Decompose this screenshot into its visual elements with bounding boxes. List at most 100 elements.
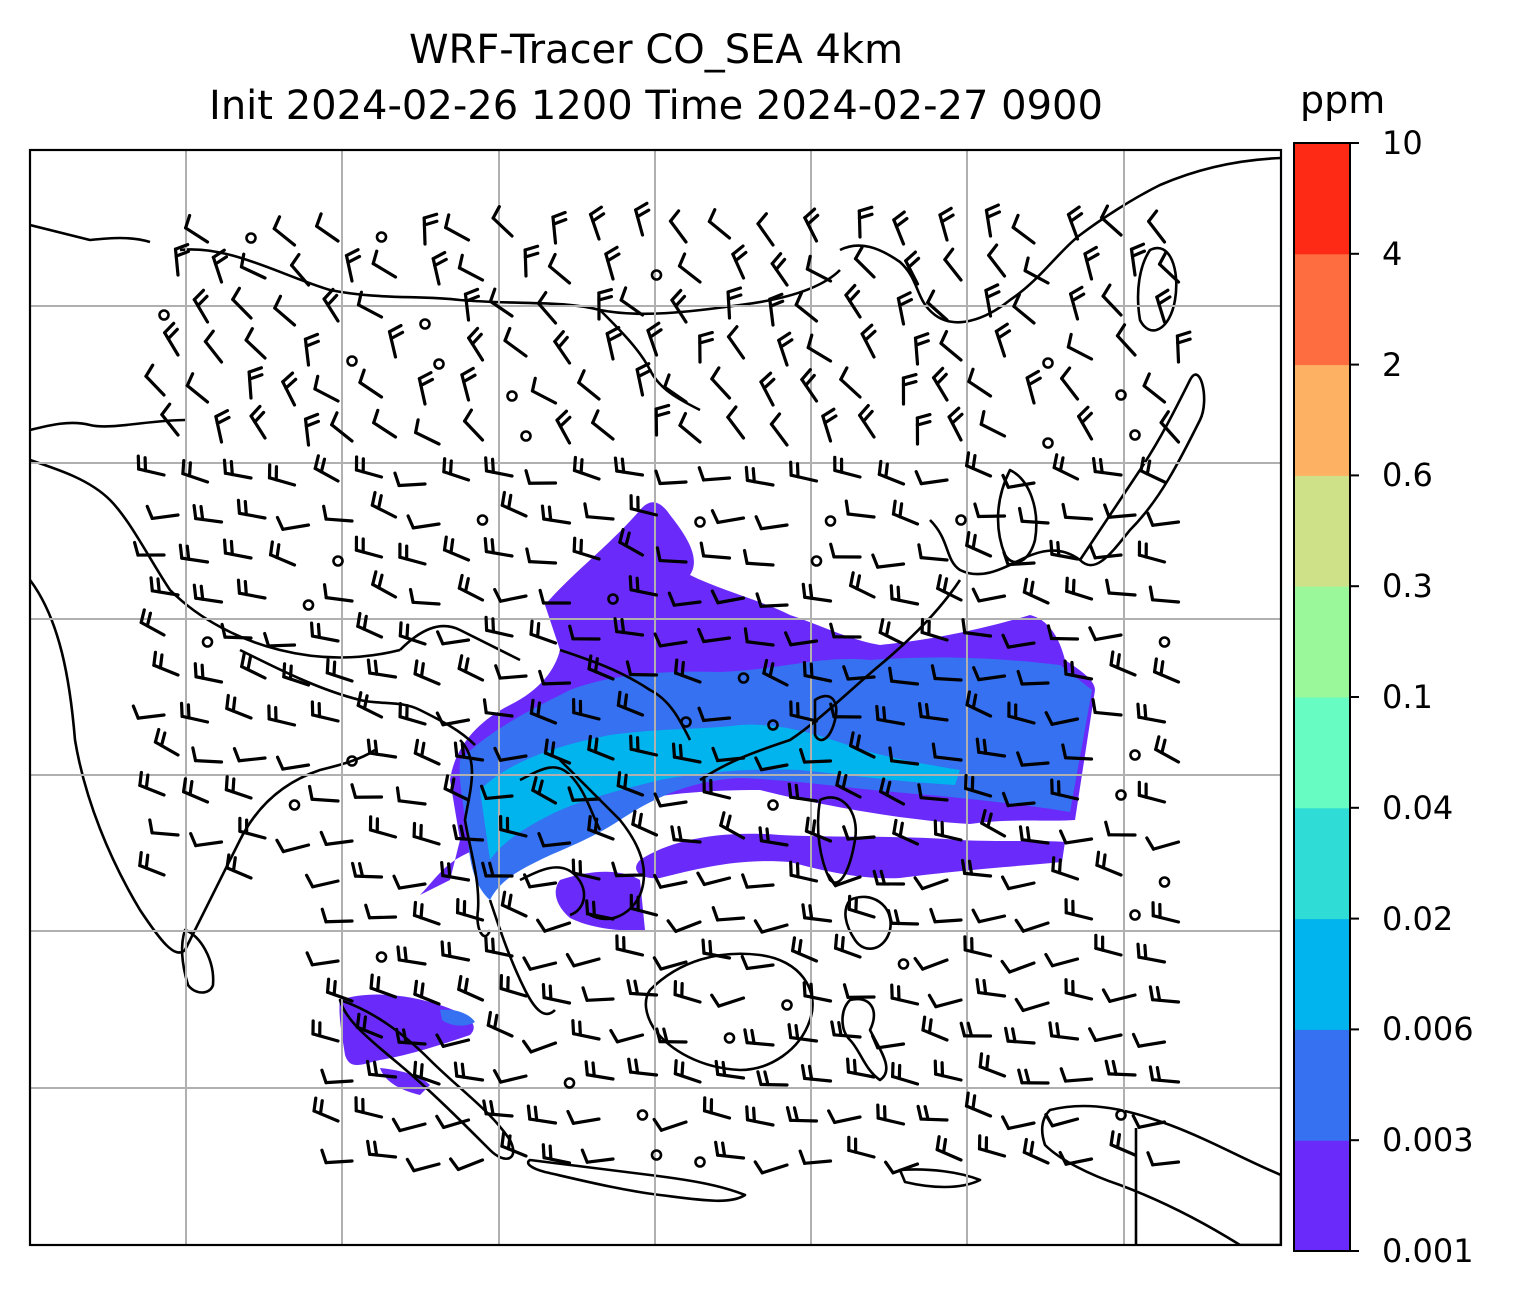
wind-barb-shaft bbox=[498, 674, 528, 680]
wind-barb-shaft bbox=[1107, 1072, 1137, 1077]
wind-barb bbox=[871, 553, 906, 569]
wind-barb-flag bbox=[538, 669, 546, 686]
wind-barb-flag bbox=[677, 252, 687, 268]
coastlines bbox=[30, 156, 1281, 1245]
wind-barb bbox=[413, 979, 441, 1006]
colorbar-tick-label: 2 bbox=[1382, 345, 1403, 384]
wind-barb bbox=[406, 514, 441, 530]
wind-barb bbox=[444, 213, 471, 242]
wind-barb-flag bbox=[393, 471, 401, 488]
wind-barb bbox=[203, 329, 224, 364]
japan-honshu bbox=[1078, 373, 1206, 567]
wind-barb bbox=[412, 900, 441, 926]
wind-barb bbox=[398, 702, 427, 726]
wind-barb-shaft bbox=[441, 718, 471, 727]
wind-barb-shaft bbox=[673, 1072, 702, 1084]
wind-barb-shaft bbox=[1142, 384, 1167, 404]
wind-barb-flag bbox=[901, 373, 918, 380]
wind-barb bbox=[754, 756, 789, 772]
wind-barb-flag bbox=[1001, 791, 1010, 808]
wind-barb-shaft bbox=[484, 794, 514, 801]
wind-barb bbox=[132, 540, 166, 557]
wind-barb-flag bbox=[191, 746, 198, 763]
wind-barb bbox=[191, 746, 224, 764]
timor bbox=[898, 1168, 982, 1189]
wind-barb-shaft bbox=[356, 303, 384, 319]
wind-barb-shaft bbox=[223, 635, 253, 640]
wind-barb-shaft bbox=[891, 512, 920, 526]
wind-barb-shaft bbox=[460, 373, 471, 402]
wind-barb-flag bbox=[697, 466, 706, 482]
wind-barb-shaft bbox=[1083, 252, 1094, 281]
wind-barb-flag bbox=[743, 627, 749, 644]
wind-barb-flag bbox=[362, 614, 368, 631]
wind-barb bbox=[369, 973, 398, 999]
wind-barb-flag bbox=[236, 578, 242, 595]
wind-barb-flag bbox=[282, 662, 287, 679]
wind-barb-flag bbox=[1027, 376, 1042, 387]
wind-barb bbox=[625, 660, 659, 677]
wind-barb-flag bbox=[710, 589, 720, 605]
wind-barb-flag bbox=[1001, 875, 1011, 891]
wind-barb-shaft bbox=[892, 831, 920, 846]
wind-barb-shaft bbox=[629, 588, 659, 597]
wind-barb-flag bbox=[1155, 985, 1162, 1002]
wind-barb-flag bbox=[1175, 330, 1192, 338]
wind-barb bbox=[387, 323, 405, 359]
calm-wind-marker bbox=[520, 430, 532, 442]
wind-barb-flag bbox=[653, 632, 662, 648]
wind-barb-flag bbox=[802, 660, 807, 678]
wind-barb-flag bbox=[1018, 825, 1024, 842]
wind-barb-flag bbox=[1157, 295, 1172, 306]
wind-barb bbox=[457, 573, 485, 602]
wind-barb-shaft bbox=[803, 1076, 833, 1083]
wind-barb-flag bbox=[646, 321, 661, 333]
wind-barb bbox=[443, 774, 471, 802]
wind-barb-shaft bbox=[919, 556, 949, 562]
wind-barb bbox=[1137, 540, 1167, 564]
wind-barb-shaft bbox=[1151, 998, 1181, 1004]
wind-barb-flag bbox=[1157, 251, 1168, 266]
wind-barb-flag bbox=[762, 377, 776, 390]
wind-barb bbox=[160, 402, 180, 437]
wind-barb bbox=[901, 373, 918, 406]
wind-barb bbox=[891, 1061, 920, 1086]
wind-barb-flag bbox=[885, 780, 892, 797]
wind-barb-shaft bbox=[431, 257, 441, 286]
wind-barb-flag bbox=[896, 585, 901, 602]
wind-barb-shaft bbox=[658, 558, 688, 564]
wind-barb-shaft bbox=[324, 1159, 354, 1165]
wind-barb-flag bbox=[203, 329, 215, 344]
wind-barb bbox=[1065, 576, 1094, 601]
wind-barb-flag bbox=[584, 1060, 589, 1077]
wind-barb-shaft bbox=[892, 218, 906, 246]
wind-barb bbox=[1154, 735, 1181, 764]
wind-barb-shaft bbox=[163, 331, 180, 357]
wind-barb bbox=[794, 291, 819, 323]
wind-barb bbox=[977, 1134, 1007, 1158]
wind-barb-flag bbox=[711, 906, 720, 922]
wind-barb-flag bbox=[839, 366, 849, 382]
wind-barb-flag bbox=[372, 408, 380, 425]
wind-barb-flag bbox=[734, 250, 748, 263]
wind-barb-flag bbox=[1109, 1130, 1115, 1147]
wind-barb-shaft bbox=[369, 986, 398, 999]
wind-barb bbox=[1004, 1026, 1036, 1045]
wind-barb-flag bbox=[547, 252, 557, 268]
wind-barb-flag bbox=[1061, 502, 1068, 519]
wind-barb-shaft bbox=[1066, 345, 1094, 361]
wind-barb-shaft bbox=[588, 212, 601, 241]
wind-barb bbox=[366, 1139, 398, 1159]
wind-barb-flag bbox=[987, 243, 999, 257]
wind-barb-flag bbox=[1071, 578, 1076, 595]
wind-barb-flag bbox=[927, 1018, 933, 1035]
wind-barb bbox=[947, 406, 964, 442]
wind-barb-shaft bbox=[846, 1070, 876, 1079]
wind-barb-shaft bbox=[1137, 955, 1167, 964]
wind-barb bbox=[791, 936, 819, 963]
wind-barb-flag bbox=[422, 219, 439, 227]
taiwan bbox=[813, 694, 838, 742]
wind-barb bbox=[453, 741, 485, 762]
wind-barb-flag bbox=[884, 1160, 895, 1175]
wind-barb bbox=[322, 287, 340, 323]
